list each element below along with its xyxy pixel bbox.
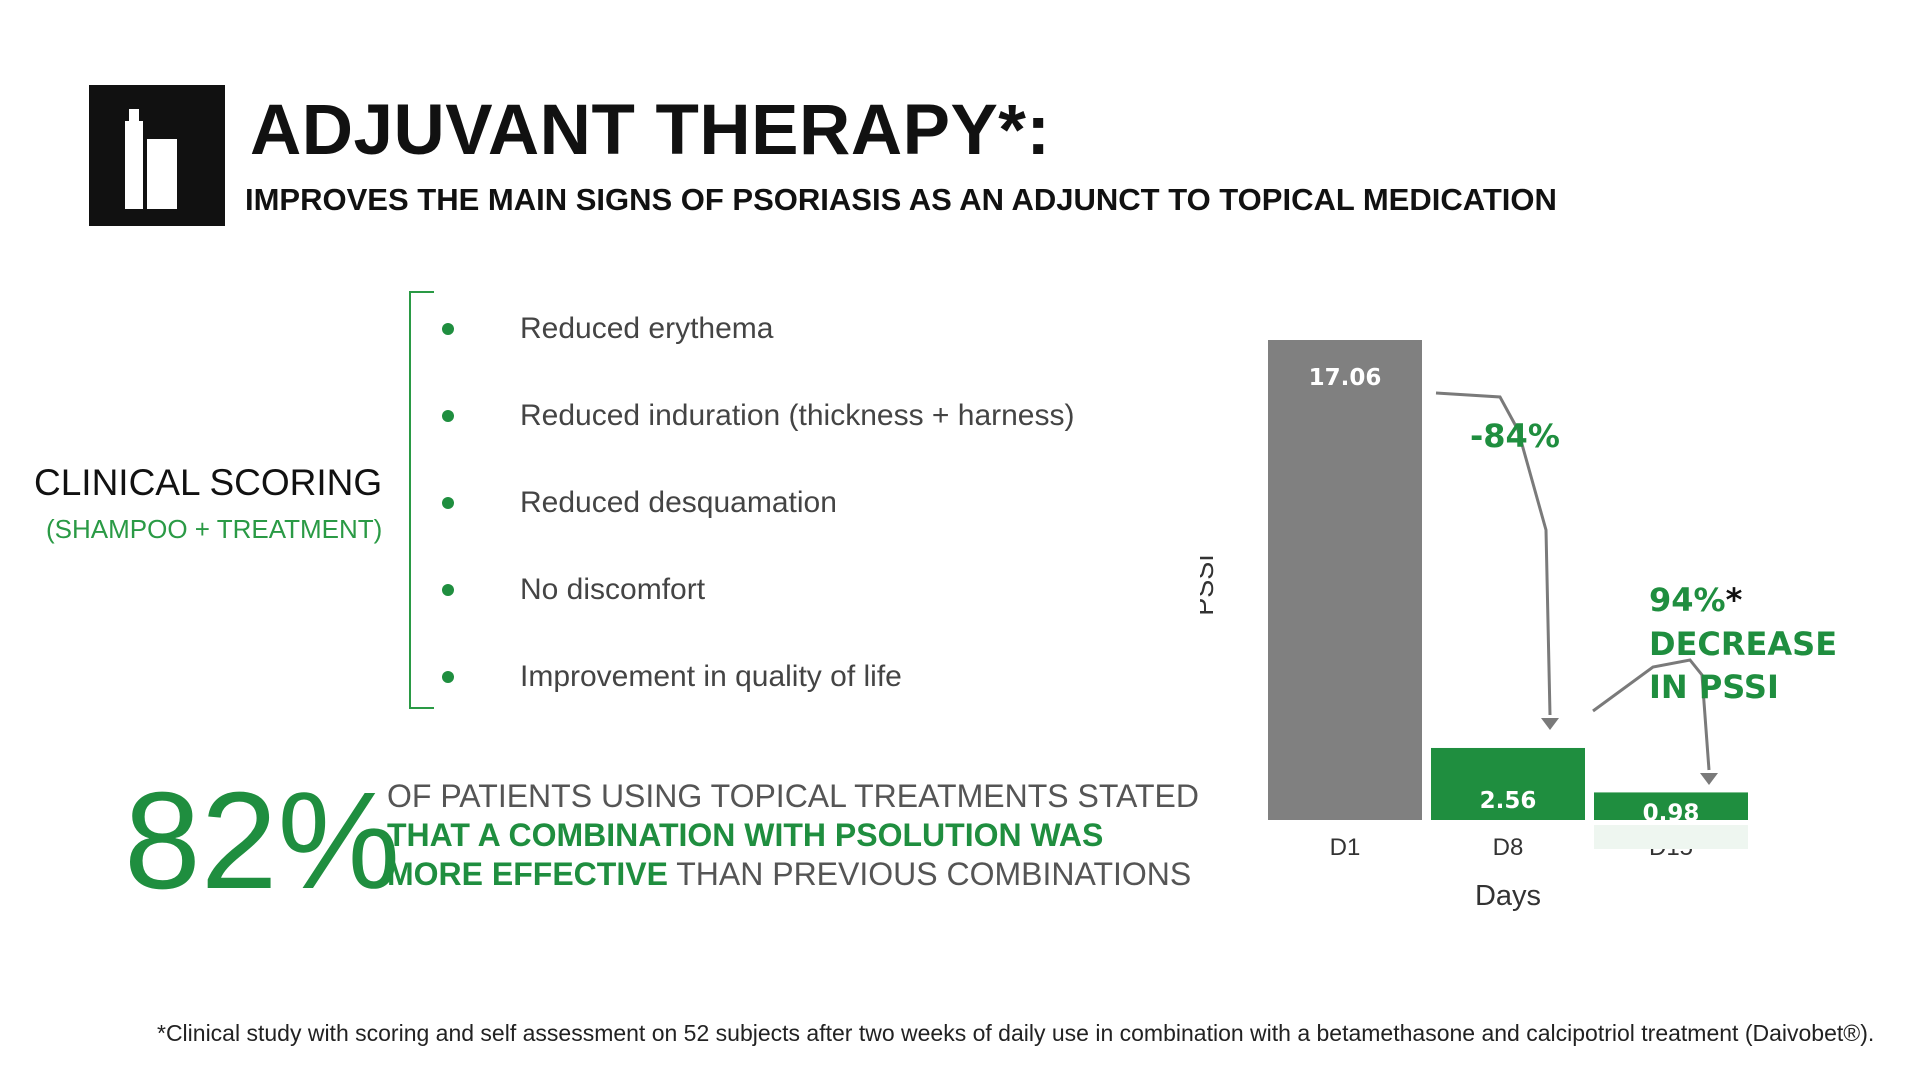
data-label: 17.06 [1309,365,1382,391]
scoring-title: CLINICAL SCORING [34,462,383,503]
page-title: ADJUVANT THERAPY*: [250,91,1051,170]
drop-arrow-2 [1592,658,1711,771]
drop-arrow-1-head [1541,718,1559,730]
footnote: *Clinical study with scoring and self as… [157,1020,1875,1046]
product-bottles-icon [125,109,177,209]
bullet-icon [442,584,454,596]
drop-annotation-2-line2: DECREASE [1649,625,1837,663]
bullet-icon [442,671,454,683]
bar-d15 [1594,792,1748,820]
drop-arrow-1 [1435,391,1552,716]
benefit-item: Reduced induration (thickness + harness) [520,399,1075,432]
y-axis-label: PSSI [1200,554,1219,616]
bar-d1 [1268,340,1422,820]
stat-line-2: THAT A COMBINATION WITH PSOLUTION WAS [387,817,1104,853]
benefit-item: Reduced erythema [520,312,774,345]
bullet-icon [442,410,454,422]
benefit-item: Reduced desquamation [520,486,837,519]
d15-label-bg [1594,825,1748,849]
benefit-item: No discomfort [520,573,706,606]
stat-line-3-rest: THAN PREVIOUS COMBINATIONS [667,856,1192,892]
x-tick-label: D8 [1493,834,1524,861]
data-label: 2.56 [1480,788,1537,814]
drop-arrow-2-head [1700,773,1718,785]
bar-d8 [1431,747,1585,820]
page-subtitle: IMPROVES THE MAIN SIGNS OF PSORIASIS AS … [245,182,1557,217]
pssi-chart: 17.062.560.98 D1D8D15 PSSI Days -84% 94%… [1200,340,1837,912]
stat-highlight: MORE EFFECTIVE [387,856,668,892]
logo [89,85,225,226]
stat-value: 82% [124,764,401,918]
drop-annotation-1: -84% [1470,417,1560,455]
bar-group [1268,340,1748,820]
benefit-item: Improvement in quality of life [520,660,902,693]
drop-annotation-2-line3: IN PSSI [1649,668,1779,706]
stat-line-1: OF PATIENTS USING TOPICAL TREATMENTS STA… [387,778,1199,814]
scoring-subtitle: (SHAMPOO + TREATMENT) [46,514,383,544]
drop-annotation-2-pct: 94%* [1649,581,1743,619]
x-tick-label: D1 [1330,834,1361,861]
scoring-bracket [409,291,434,709]
x-axis-label: Days [1475,880,1541,912]
stat-line-3: MORE EFFECTIVE THAN PREVIOUS COMBINATION… [387,858,1191,890]
data-label: 0.98 [1643,800,1700,826]
bullet-icon [442,323,454,335]
data-label-group: 17.06 2.56 0.98 [1309,365,1700,826]
bullet-icon [442,497,454,509]
